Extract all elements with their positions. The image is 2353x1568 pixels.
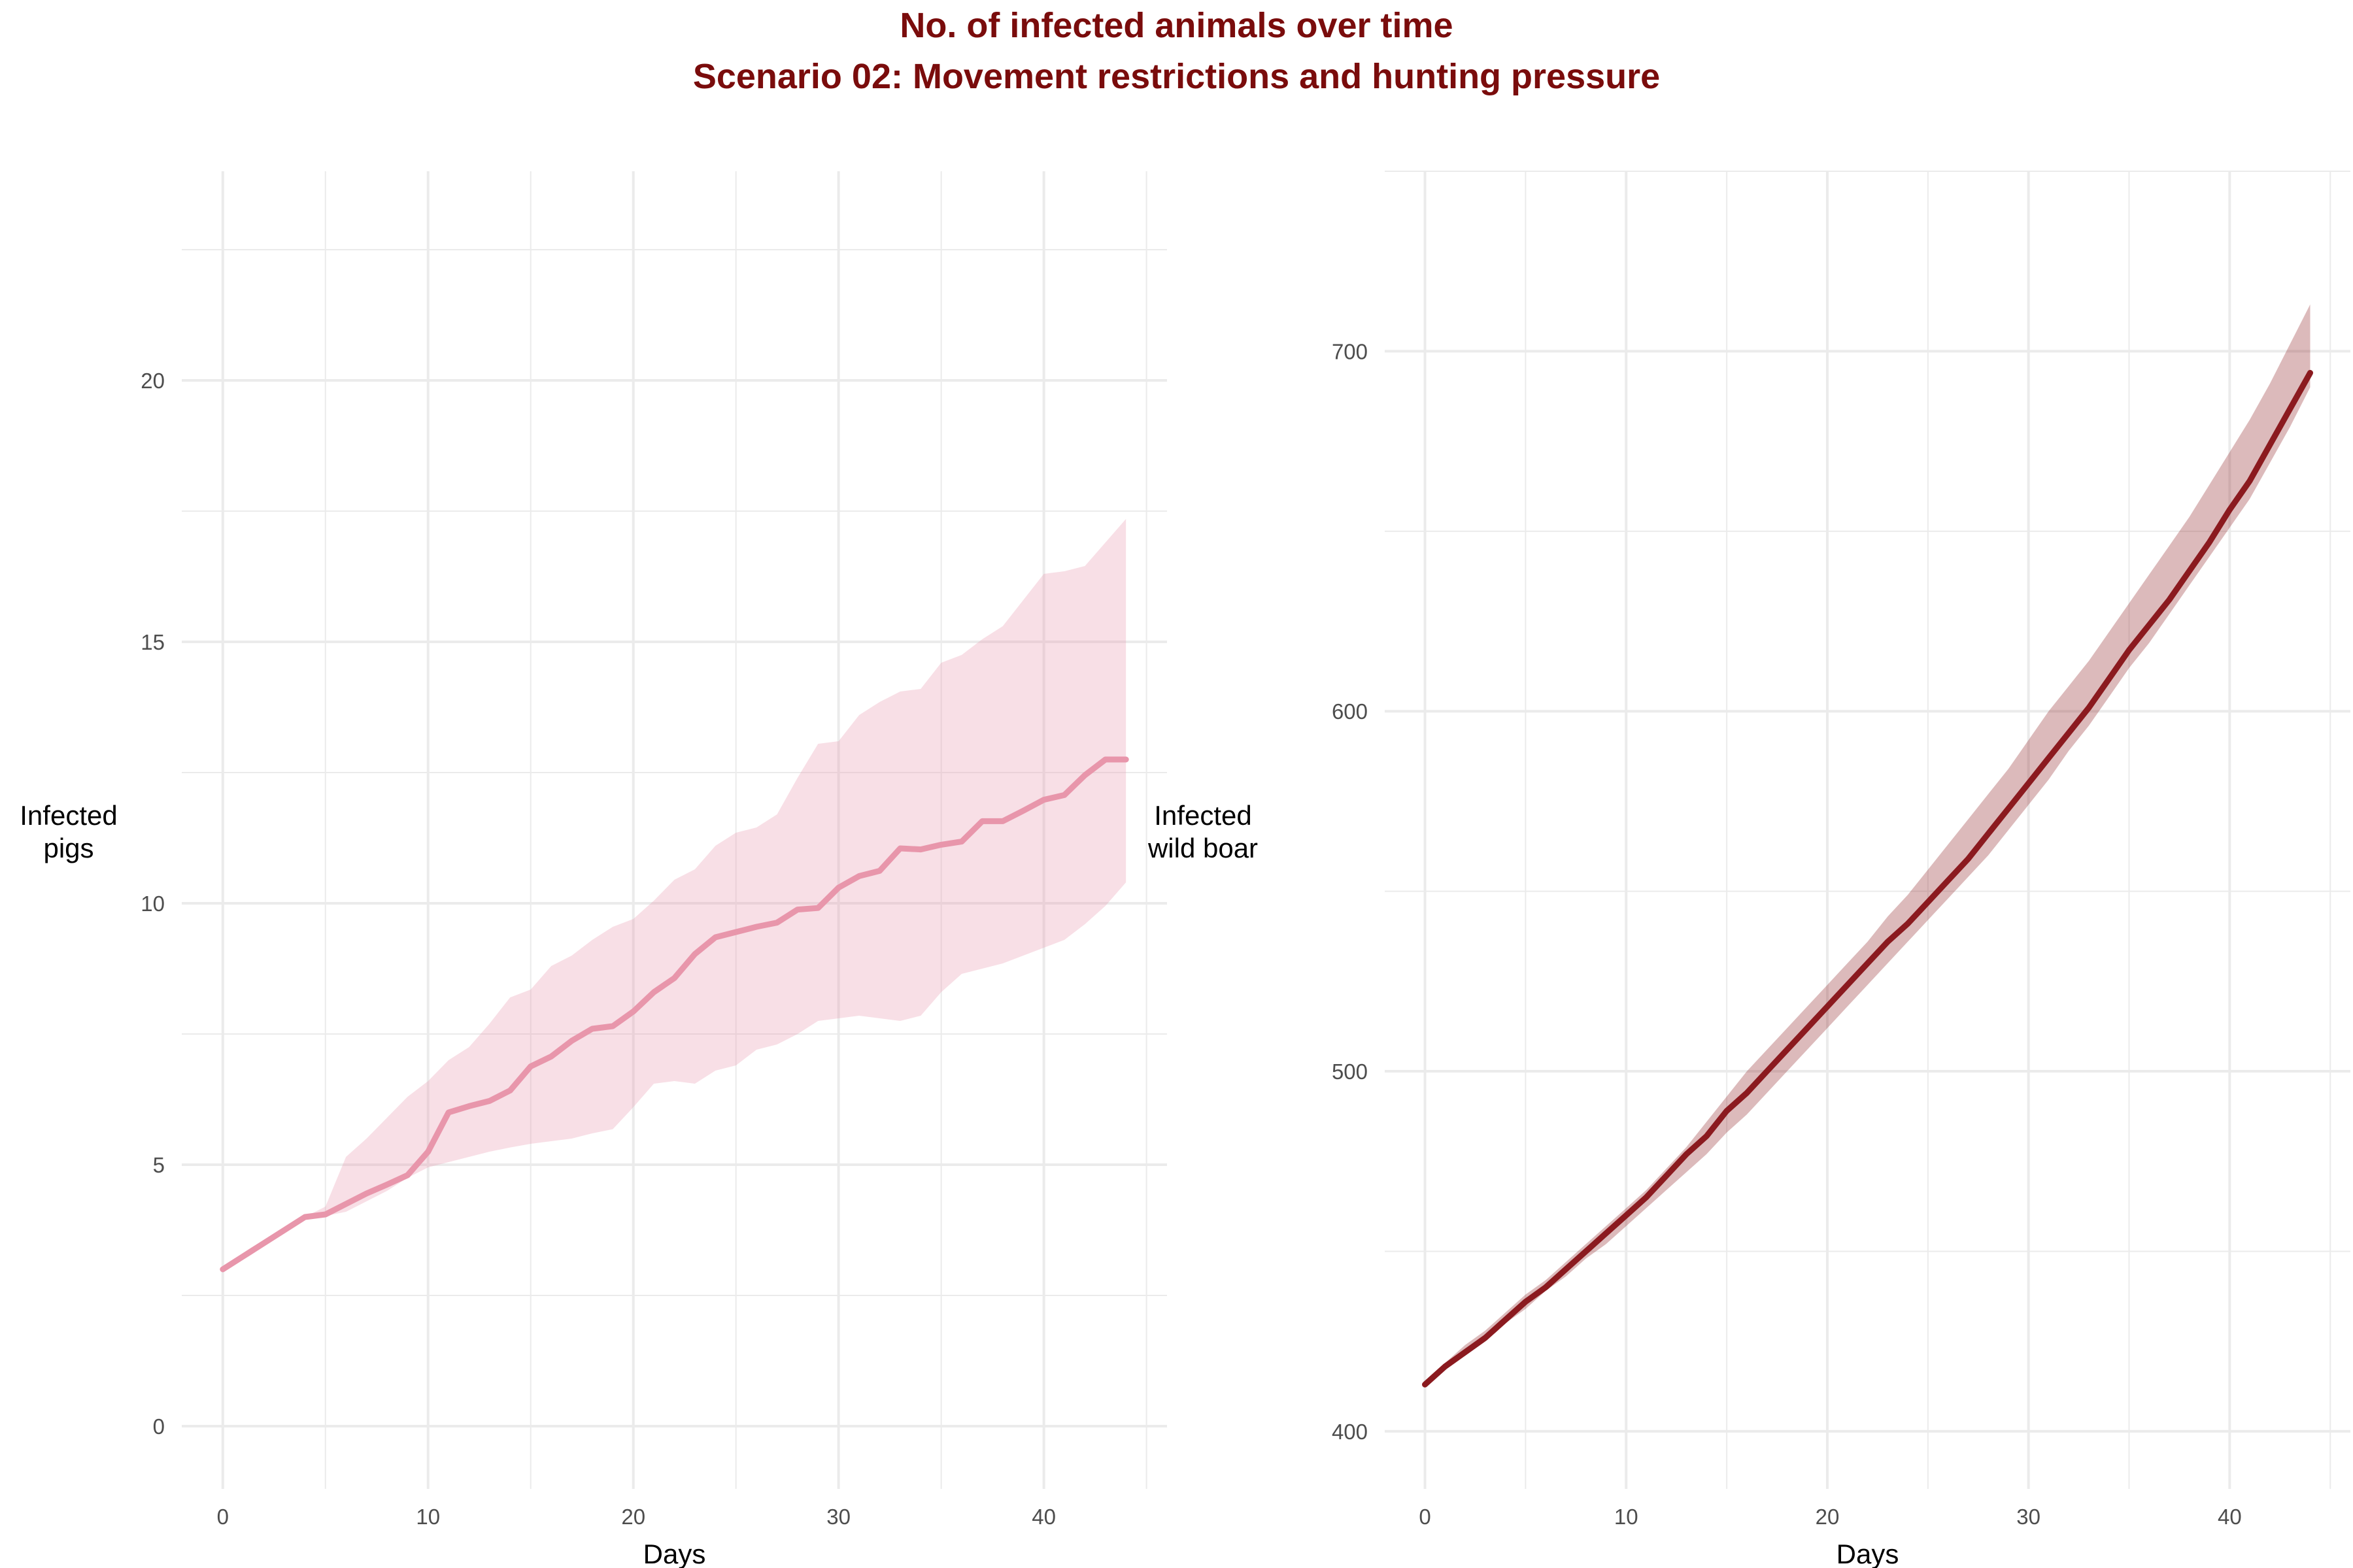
y-tick-label: 5	[153, 1153, 165, 1177]
y-tick-label: 0	[153, 1414, 165, 1439]
chart-title: No. of infected animals over time	[900, 6, 1453, 45]
series-line	[220, 756, 1129, 1273]
x-tick-label: 40	[2218, 1505, 2242, 1529]
x-axis-label: Days	[643, 1539, 706, 1568]
y-axis-label: Infected pigs	[20, 800, 117, 863]
chart-subtitle: Scenario 02: Movement restrictions and h…	[692, 57, 1661, 96]
x-tick-label: 10	[1614, 1505, 1638, 1529]
y-tick-label: 400	[1332, 1420, 1368, 1444]
x-tick-label: 30	[826, 1505, 851, 1529]
x-tick-label: 20	[1816, 1505, 1840, 1529]
y-tick-label: 10	[141, 892, 165, 916]
x-tick-label: 10	[416, 1505, 440, 1529]
y-tick-label: 20	[141, 369, 165, 393]
panel-2: 0 10 20 30 40 400 500 600 700 Days Infected wild bo…	[1147, 171, 2350, 1568]
y-axis-label: Infected wild boar	[1147, 800, 1258, 863]
x-tick-label: 0	[1419, 1505, 1430, 1529]
confidence-ribbon	[1425, 304, 2311, 1385]
y-tick-label: 700	[1332, 339, 1368, 363]
x-tick-label: 20	[621, 1505, 645, 1529]
x-axis-label: Days	[1837, 1539, 1899, 1568]
confidence-ribbon	[222, 519, 1126, 1269]
x-tick-label: 40	[1032, 1505, 1056, 1529]
y-tick-label: 600	[1332, 699, 1368, 724]
y-tick-label: 15	[141, 630, 165, 654]
x-tick-label: 0	[217, 1505, 229, 1529]
x-tick-label: 30	[2016, 1505, 2040, 1529]
series-line	[1422, 370, 2313, 1388]
y-tick-label: 500	[1332, 1059, 1368, 1084]
panel-1: 0 10 20 30 40 0 5 10 15 20 Days Infected pigs	[20, 171, 1167, 1568]
